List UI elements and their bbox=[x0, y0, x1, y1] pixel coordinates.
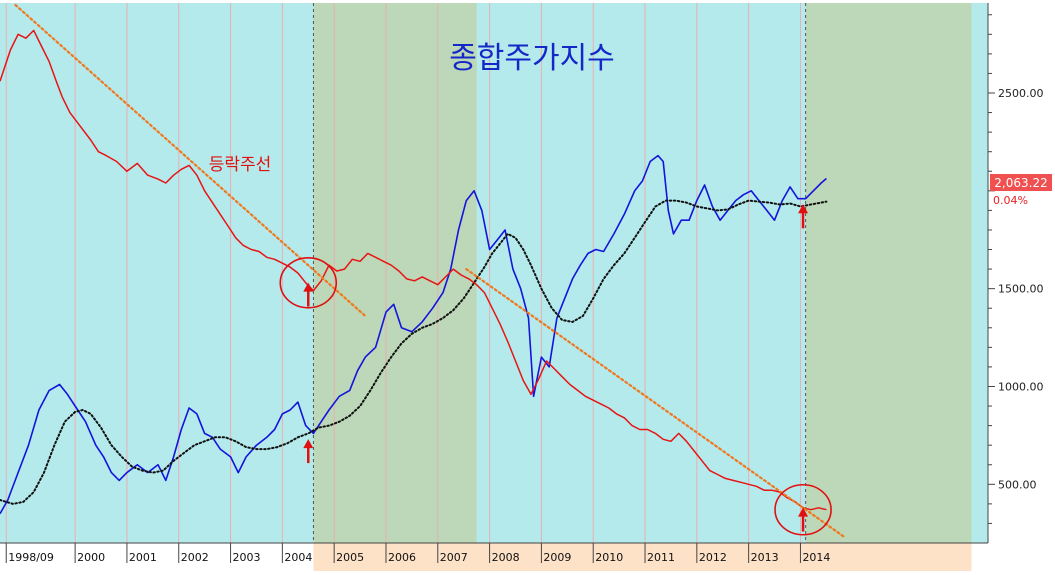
up-arrow-2 bbox=[798, 204, 809, 229]
x-tick-label-13: 2012 bbox=[699, 551, 727, 564]
trend-line-3 bbox=[14, 3, 367, 318]
shaded-period-0 bbox=[313, 3, 477, 543]
x-tick-label-5: 2004 bbox=[284, 551, 312, 564]
x-tick-label-15: 2014 bbox=[802, 551, 830, 564]
advance-decline-line bbox=[0, 29, 827, 511]
last-value-text: 2,063.22 bbox=[994, 176, 1047, 190]
x-tick-label-1: 2000 bbox=[77, 551, 105, 564]
x-tick-label-10: 2009 bbox=[543, 551, 571, 564]
x-tick-label-8: 2007 bbox=[440, 551, 468, 564]
x-tick-label-11: 2010 bbox=[595, 551, 623, 564]
highlight-circle-0 bbox=[279, 256, 338, 309]
x-axis-highlight-strip bbox=[313, 543, 972, 571]
x-tick-label-0: 1998/09 bbox=[8, 551, 54, 564]
x-tick-label-7: 2006 bbox=[388, 551, 416, 564]
x-tick-label-12: 2011 bbox=[647, 551, 675, 564]
y-axis-background bbox=[988, 0, 1055, 571]
index-line bbox=[0, 154, 827, 515]
trend-line-label: 등락주선 bbox=[209, 155, 272, 175]
up-arrow-3 bbox=[798, 507, 809, 532]
up-arrow-1 bbox=[303, 439, 314, 464]
highlight-circle-1 bbox=[774, 483, 832, 536]
x-tick-label-6: 2005 bbox=[336, 551, 364, 564]
moving-average-line bbox=[0, 199, 828, 505]
up-arrow-head bbox=[798, 507, 809, 517]
x-tick-label-4: 2003 bbox=[233, 551, 261, 564]
up-arrow-head bbox=[303, 439, 314, 449]
up-arrow-head bbox=[798, 204, 809, 214]
up-arrow-0 bbox=[303, 282, 314, 307]
up-arrow-head bbox=[303, 282, 314, 292]
x-tick-label-2: 2001 bbox=[129, 551, 157, 564]
chart-title: 종합주가지수 bbox=[449, 41, 615, 76]
y-tick-label-2: 1500.00 bbox=[998, 283, 1044, 296]
y-tick-label-1: 1000.00 bbox=[998, 380, 1044, 393]
x-tick-label-14: 2013 bbox=[751, 551, 779, 564]
y-tick-label-3: 2500.00 bbox=[998, 87, 1044, 100]
last-value-badge: 2,063.22 bbox=[990, 174, 1052, 191]
x-tick-label-3: 2002 bbox=[181, 551, 209, 564]
trend-line-4 bbox=[465, 268, 846, 539]
x-tick-label-9: 2008 bbox=[492, 551, 520, 564]
y-tick-label-0: 500.00 bbox=[998, 478, 1037, 491]
last-value-badge-background bbox=[990, 174, 1052, 191]
last-change-text: 0.04% bbox=[993, 194, 1028, 207]
shaded-period-1 bbox=[805, 3, 972, 543]
plot-area bbox=[0, 3, 988, 543]
